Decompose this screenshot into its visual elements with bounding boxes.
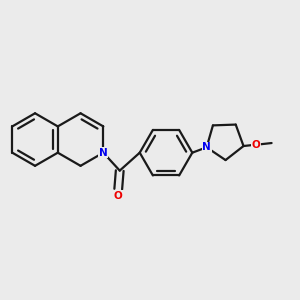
- Text: N: N: [202, 142, 211, 152]
- Text: N: N: [99, 148, 108, 158]
- Text: O: O: [114, 191, 123, 201]
- Text: O: O: [252, 140, 260, 150]
